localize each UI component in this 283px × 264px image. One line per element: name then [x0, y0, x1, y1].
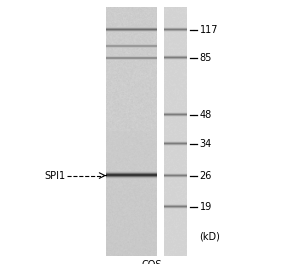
Text: 85: 85 [200, 53, 212, 63]
Text: SPI1: SPI1 [44, 171, 65, 181]
Text: 26: 26 [200, 171, 212, 181]
Text: 34: 34 [200, 139, 212, 149]
Text: (kD): (kD) [200, 231, 220, 241]
Text: 117: 117 [200, 25, 218, 35]
Text: 19: 19 [200, 202, 212, 212]
Text: 48: 48 [200, 110, 212, 120]
Text: COS: COS [141, 260, 162, 264]
